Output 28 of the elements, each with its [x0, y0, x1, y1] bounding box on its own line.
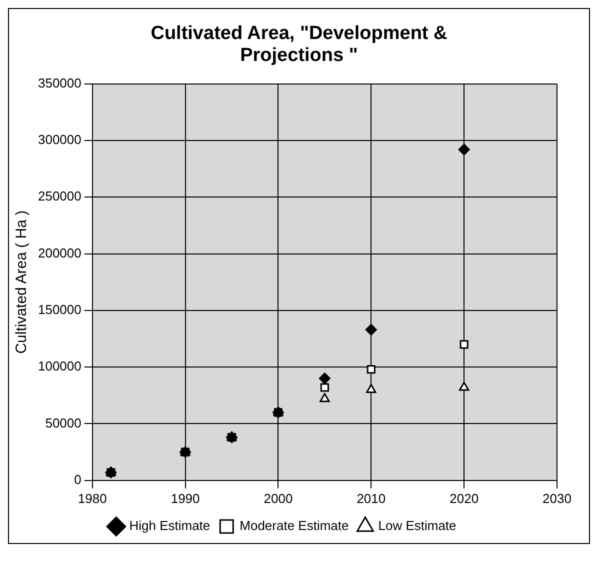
- y-tick-label: 300000: [38, 132, 82, 148]
- x-tick-label: 1980: [78, 490, 107, 506]
- legend-label: Moderate Estimate: [240, 518, 349, 534]
- point: [366, 365, 376, 374]
- point: [365, 324, 377, 336]
- point: [318, 372, 330, 384]
- chart-title: Cultivated Area, "Development & Projections ": [150, 23, 448, 67]
- point: [460, 340, 468, 349]
- y-tick-label: 100000: [38, 358, 82, 374]
- x-tick-label: 1990: [170, 490, 200, 506]
- point: [458, 144, 470, 156]
- y-tick-label: 200000: [38, 245, 82, 260]
- point: [366, 384, 376, 393]
- point: [458, 382, 470, 391]
- legend-label: Low Estimate: [378, 518, 456, 534]
- x-tick-label: 2010: [356, 490, 386, 506]
- y-tick-label: 250000: [38, 188, 82, 204]
- y-tick-label: 0: [74, 472, 82, 487]
- y-axis-title: Cultivated Area ( Ha ): [13, 210, 30, 354]
- x-tick-label: 2030: [542, 490, 572, 506]
- y-tick-label: 50000: [45, 415, 82, 430]
- legend-label: High Estimate: [129, 518, 210, 534]
- y-tick-label: 150000: [38, 302, 82, 318]
- y-tick-label: 350000: [38, 75, 82, 90]
- point: [320, 393, 330, 402]
- x-tick-label: 2020: [450, 490, 479, 506]
- point: [320, 383, 329, 392]
- x-tick-label: 2000: [264, 490, 293, 506]
